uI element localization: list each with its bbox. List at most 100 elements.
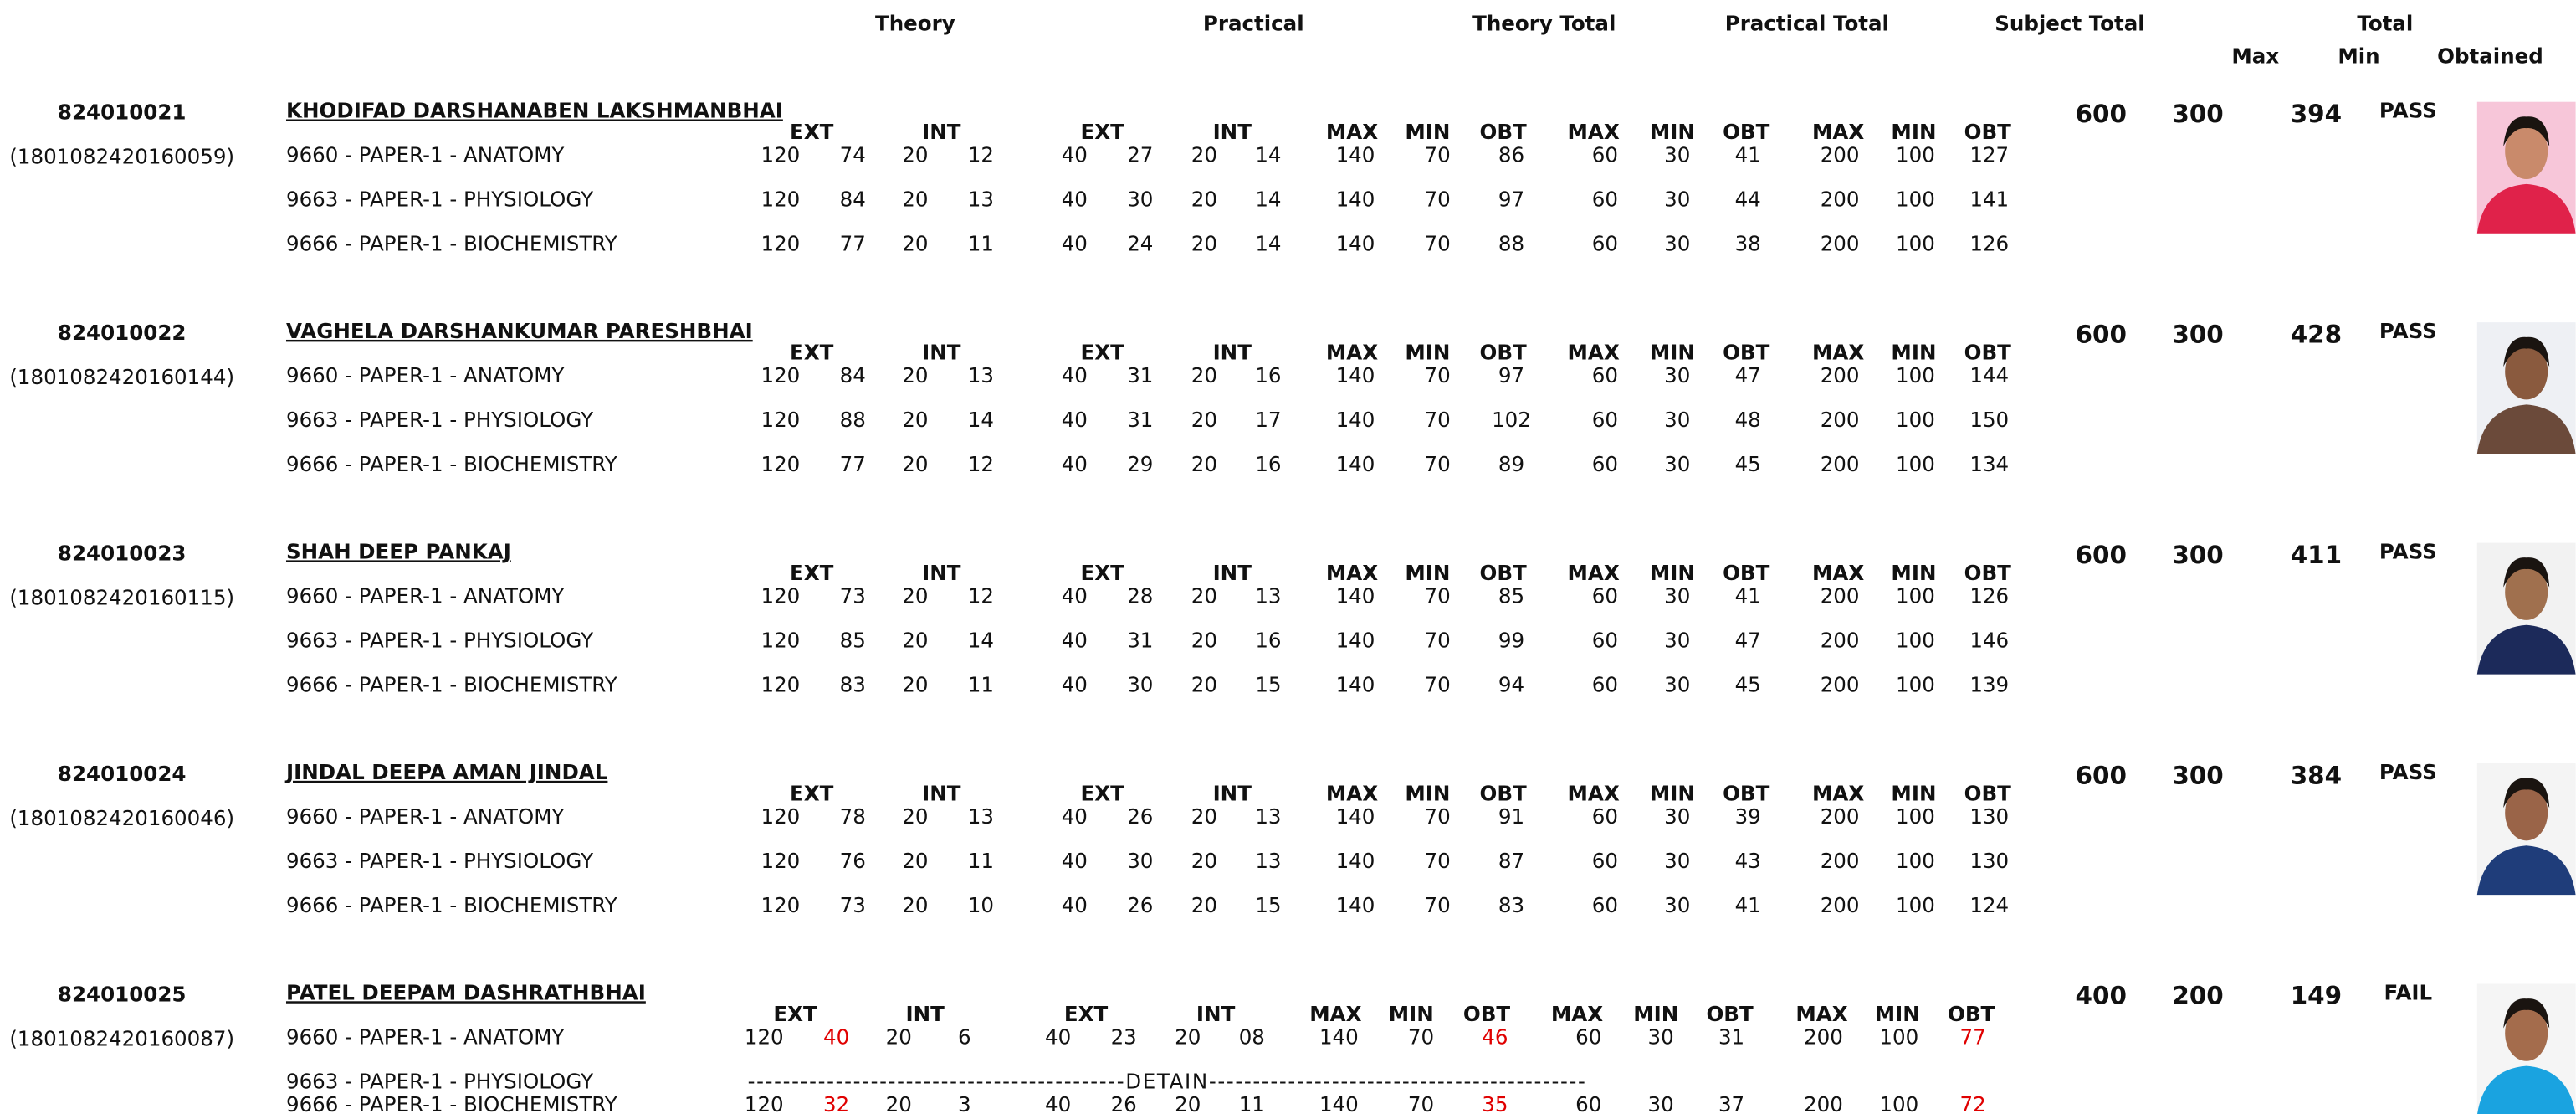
mark-cell: 43 bbox=[1735, 849, 1761, 873]
mark-cell: 200 bbox=[1821, 628, 1860, 652]
marksheet: Theory Practical Theory Total Practical … bbox=[0, 0, 2576, 1114]
total-column: Max bbox=[2231, 44, 2279, 69]
mark-cell: 30 bbox=[1664, 628, 1690, 652]
sub-header: EXT bbox=[790, 340, 834, 364]
sub-header: INT bbox=[1213, 340, 1252, 364]
mark-cell: 20 bbox=[902, 672, 928, 696]
mark-cell: 15 bbox=[1255, 893, 1281, 917]
obtained-total: 411 bbox=[2291, 541, 2342, 569]
mark-cell: 20 bbox=[902, 408, 928, 432]
min-total: 300 bbox=[2172, 761, 2223, 789]
enrollment: (1801082420160046) bbox=[9, 806, 234, 830]
sub-header: MIN bbox=[1650, 340, 1695, 364]
mark-cell: 08 bbox=[1239, 1024, 1265, 1049]
mark-cell: 20 bbox=[902, 142, 928, 167]
mark-cell: 24 bbox=[1127, 232, 1153, 256]
mark-cell: 30 bbox=[1648, 1092, 1674, 1114]
mark-cell: 140 bbox=[1336, 849, 1375, 873]
mark-cell: 14 bbox=[968, 628, 994, 652]
mark-cell: 120 bbox=[761, 583, 800, 608]
obtained-total: 384 bbox=[2291, 761, 2342, 789]
mark-cell: 60 bbox=[1592, 187, 1618, 212]
mark-cell: 20 bbox=[1191, 849, 1217, 873]
mark-cell: 200 bbox=[1821, 893, 1860, 917]
mark-cell: 70 bbox=[1425, 893, 1451, 917]
subject: 9666 - PAPER-1 - BIOCHEMISTRY bbox=[286, 1092, 618, 1114]
sub-header: MAX bbox=[1812, 120, 1864, 144]
mark-cell: 140 bbox=[1336, 804, 1375, 829]
mark-cell: 10 bbox=[968, 893, 994, 917]
mark-cell: 38 bbox=[1735, 232, 1761, 256]
mark-cell: 120 bbox=[761, 363, 800, 388]
mark-cell: 14 bbox=[1255, 232, 1281, 256]
mark-cell: 60 bbox=[1575, 1092, 1601, 1114]
seat-number: 824010023 bbox=[58, 541, 187, 565]
mark-cell: 14 bbox=[1255, 187, 1281, 212]
mark-cell: 100 bbox=[1896, 142, 1935, 167]
subject: 9666 - PAPER-1 - BIOCHEMISTRY bbox=[286, 452, 618, 476]
mark-cell: 100 bbox=[1896, 232, 1935, 256]
mark-cell: 200 bbox=[1821, 408, 1860, 432]
mark-cell: 20 bbox=[902, 187, 928, 212]
sub-header: MIN bbox=[1405, 561, 1450, 585]
enrollment: (1801082420160087) bbox=[9, 1026, 234, 1050]
sub-header: OBT bbox=[1948, 1002, 1995, 1026]
student-name: JINDAL DEEPA AMAN JINDAL bbox=[284, 760, 607, 784]
mark-cell: 99 bbox=[1498, 628, 1524, 652]
mark-cell: 40 bbox=[823, 1024, 849, 1049]
group-header: Theory bbox=[875, 11, 955, 35]
enrollment: (1801082420160144) bbox=[9, 365, 234, 389]
mark-cell: 13 bbox=[1255, 804, 1281, 829]
mark-cell: 140 bbox=[1336, 363, 1375, 388]
mark-cell: 70 bbox=[1425, 628, 1451, 652]
mark-cell: 140 bbox=[1336, 408, 1375, 432]
subject: 9663 - PAPER-1 - PHYSIOLOGY bbox=[286, 628, 594, 652]
student-name: PATEL DEEPAM DASHRATHBHAI bbox=[286, 980, 646, 1004]
mark-cell: 41 bbox=[1735, 142, 1761, 167]
group-header: Total bbox=[2357, 11, 2413, 35]
mark-cell: 200 bbox=[1804, 1024, 1843, 1049]
subject: 9660 - PAPER-1 - ANATOMY bbox=[286, 363, 565, 388]
mark-cell: 100 bbox=[1896, 452, 1935, 476]
mark-cell: 30 bbox=[1664, 363, 1690, 388]
mark-cell: 30 bbox=[1664, 142, 1690, 167]
result: PASS bbox=[2379, 760, 2437, 784]
mark-cell: 13 bbox=[968, 363, 994, 388]
result: FAIL bbox=[2384, 980, 2433, 1004]
sub-header: MIN bbox=[1650, 781, 1695, 805]
mark-cell: 20 bbox=[1175, 1024, 1201, 1049]
mark-cell: 13 bbox=[968, 187, 994, 212]
mark-cell: 200 bbox=[1821, 804, 1860, 829]
mark-cell: 76 bbox=[840, 849, 866, 873]
total-column: Min bbox=[2338, 44, 2379, 69]
mark-cell: 140 bbox=[1336, 187, 1375, 212]
mark-cell: 100 bbox=[1896, 893, 1935, 917]
mark-cell: 120 bbox=[745, 1024, 784, 1049]
subject: 9660 - PAPER-1 - ANATOMY bbox=[286, 583, 565, 608]
mark-cell: 20 bbox=[1191, 672, 1217, 696]
mark-cell: 44 bbox=[1735, 187, 1761, 212]
enrollment: (1801082420160115) bbox=[9, 585, 234, 609]
sub-header: MIN bbox=[1891, 120, 1936, 144]
mark-cell: 100 bbox=[1896, 849, 1935, 873]
mark-cell: 91 bbox=[1498, 804, 1524, 829]
mark-cell: 20 bbox=[1191, 187, 1217, 212]
mark-cell: 20 bbox=[1191, 628, 1217, 652]
mark-cell: 30 bbox=[1648, 1024, 1674, 1049]
mark-cell: 26 bbox=[1127, 893, 1153, 917]
sub-header: OBT bbox=[1723, 120, 1770, 144]
mark-cell: 20 bbox=[902, 804, 928, 829]
mark-cell: 126 bbox=[1969, 232, 2009, 256]
mark-cell: 70 bbox=[1425, 142, 1451, 167]
mark-cell: 88 bbox=[840, 408, 866, 432]
mark-cell: 47 bbox=[1735, 628, 1761, 652]
mark-cell: 120 bbox=[761, 452, 800, 476]
mark-cell: 70 bbox=[1425, 452, 1451, 476]
mark-cell: 20 bbox=[886, 1024, 912, 1049]
mark-cell: 20 bbox=[1191, 408, 1217, 432]
mark-cell: 72 bbox=[1960, 1092, 1986, 1114]
sub-header: OBT bbox=[1480, 340, 1528, 364]
mark-cell: 14 bbox=[1255, 142, 1281, 167]
mark-cell: 60 bbox=[1592, 893, 1618, 917]
sub-header: EXT bbox=[1080, 781, 1124, 805]
